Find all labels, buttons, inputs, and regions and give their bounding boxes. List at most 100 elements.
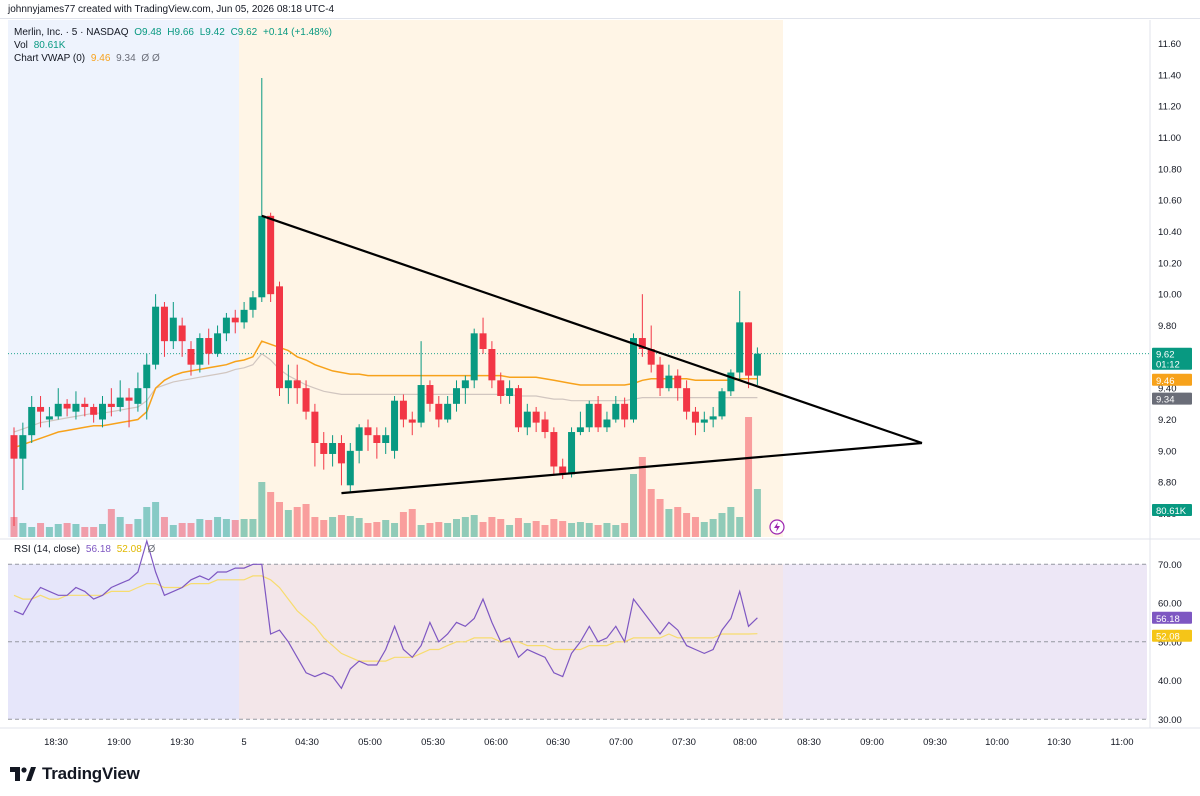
volume-bar: [205, 520, 213, 537]
legend-vol-row[interactable]: Vol 80.61K: [14, 39, 332, 52]
volume-bar: [160, 517, 168, 537]
volume-bar: [550, 519, 558, 537]
volume-bar: [647, 489, 655, 537]
time-tick-label: 08:30: [797, 737, 821, 748]
volume-bar: [178, 523, 186, 537]
candle-body: [311, 411, 319, 443]
legend-open: O9.48: [134, 27, 162, 38]
top-bar: johnnyjames77 created with TradingView.c…: [0, 0, 1200, 19]
volume-bar: [276, 502, 283, 537]
rsi-legend-ext: Ø: [147, 544, 156, 555]
volume-bar: [541, 525, 549, 537]
candle-body: [391, 400, 399, 451]
price-label-vwap-text: 9.46: [1156, 376, 1175, 387]
session-background: [239, 20, 783, 537]
volume-bar: [674, 507, 682, 537]
rsi-legend[interactable]: RSI (14, close) 56.18 52.08 Ø: [14, 544, 155, 555]
volume-bar: [72, 524, 80, 537]
volume-bar: [497, 519, 505, 537]
volume-bar: [514, 518, 522, 537]
candle-body: [621, 403, 629, 420]
candle-body: [506, 388, 514, 396]
candle-body: [125, 397, 133, 401]
candle-body: [143, 364, 151, 389]
volume-bar: [568, 523, 576, 537]
price-label-vwap2-box: [1152, 392, 1192, 405]
volume-bar: [222, 519, 230, 537]
volume-bar: [630, 474, 637, 537]
volume-bar: [506, 525, 514, 537]
volume-label-text: 80.61K: [1156, 506, 1187, 517]
volume-bar: [479, 522, 487, 537]
time-tick-label: 06:00: [484, 737, 508, 748]
rsi-line: [13, 538, 758, 690]
candle-body: [90, 406, 98, 415]
candle-body: [293, 380, 301, 389]
rsi-tick-label: 50.00: [1158, 637, 1182, 648]
legend-vwap-label: Chart VWAP (0): [14, 53, 86, 64]
rsi-tick-label: 40.00: [1158, 676, 1182, 687]
tradingview-logo[interactable]: TradingView: [10, 764, 140, 784]
price-label-vwap-box: [1152, 373, 1192, 386]
volume-bar: [346, 516, 354, 537]
candle-body: [479, 333, 487, 349]
volume-bar: [337, 515, 345, 537]
legend-symbol[interactable]: Merlin, Inc. · 5 · NASDAQ: [14, 27, 129, 38]
candle-body: [691, 411, 699, 423]
volume-bar: [54, 524, 62, 537]
candle-body: [585, 403, 593, 428]
legend-low: L9.42: [199, 27, 225, 38]
price-tick-label: 11.20: [1158, 102, 1181, 113]
legend-vwap-row[interactable]: Chart VWAP (0) 9.46 9.34 Ø Ø: [14, 52, 332, 65]
volume-bar: [417, 525, 425, 537]
volume-bar: [594, 525, 602, 537]
candle-body: [470, 333, 478, 381]
volume-bar: [258, 482, 266, 537]
volume-bar: [329, 517, 337, 537]
price-tick-label: 8.80: [1158, 478, 1177, 489]
candle-body: [594, 403, 602, 428]
candle-body: [134, 388, 142, 404]
volume-bar: [585, 523, 593, 537]
volume-bar: [373, 522, 381, 537]
volume-bar: [523, 523, 531, 537]
price-label-last-box: [1152, 347, 1192, 370]
volume-bar: [718, 513, 726, 537]
legend-vol-value: 80.61K: [33, 40, 66, 51]
legend-ohlc-row[interactable]: Merlin, Inc. · 5 · NASDAQ O9.48 H9.66 L9…: [14, 26, 332, 39]
price-tick-label: 9.40: [1158, 384, 1177, 395]
volume-bar: [656, 499, 664, 537]
volume-bar: [10, 517, 18, 537]
time-tick-label: 07:30: [672, 737, 696, 748]
candle-body: [559, 466, 567, 475]
candle-body: [196, 338, 204, 365]
price-label-vwap2: 9.34: [1152, 392, 1192, 406]
candle-body: [320, 443, 328, 454]
volume-bar: [576, 522, 584, 537]
candle-body: [249, 297, 257, 310]
rsi-label-text: 56.18: [1156, 614, 1180, 625]
candle-body: [709, 416, 717, 420]
candle-body: [417, 385, 425, 423]
candle-body: [532, 411, 540, 423]
time-tick-label: 06:30: [546, 737, 570, 748]
candle-body: [435, 403, 443, 420]
rsi-legend-label: RSI (14, close): [14, 544, 81, 555]
legend-high: H9.66: [167, 27, 194, 38]
time-tick-label: 07:00: [609, 737, 633, 748]
price-tick-label: 10.60: [1158, 196, 1182, 207]
price-tick-label: 9.20: [1158, 415, 1177, 426]
time-tick-label: 10:00: [985, 737, 1009, 748]
candle-body: [205, 338, 213, 354]
volume-bar: [81, 527, 89, 537]
volume-bar: [364, 523, 372, 537]
rsi-legend-value1: 56.18: [85, 544, 111, 555]
candle-body: [329, 443, 337, 454]
price-label-vwap2-text: 9.34: [1156, 395, 1175, 406]
legend-vwap-ext: Ø Ø: [141, 53, 160, 64]
price-tick-label: 11.00: [1158, 133, 1181, 144]
volume-bar: [311, 517, 319, 537]
volume-bar: [391, 523, 399, 537]
candle-body: [497, 380, 505, 396]
